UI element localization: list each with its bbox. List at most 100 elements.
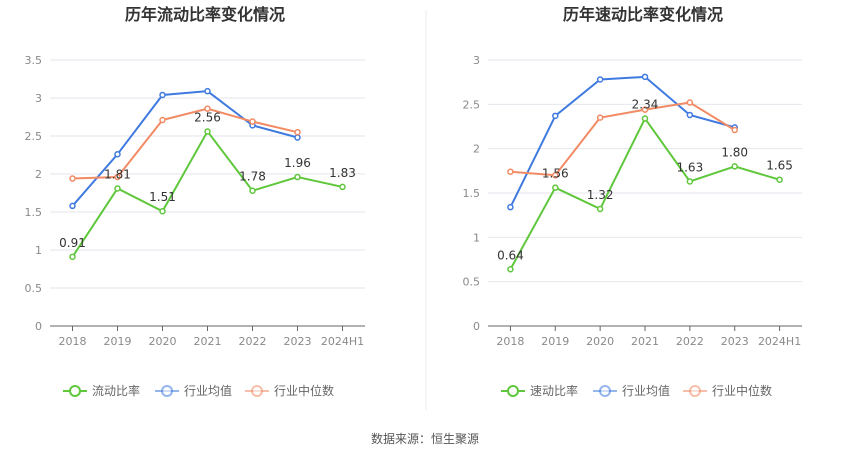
data-point: [204, 105, 211, 112]
legend-swatch-marker[interactable]: [161, 385, 173, 397]
series-line: [71, 129, 343, 258]
data-point: [204, 128, 211, 135]
y-tick-label: 2.5: [463, 98, 481, 111]
x-tick-label: 2020: [586, 335, 614, 348]
data-label: 1.83: [329, 166, 356, 180]
y-tick-label: 2: [35, 168, 42, 181]
x-tick-label: 2020: [149, 335, 177, 348]
data-label: 0.64: [497, 248, 524, 262]
data-point: [159, 116, 166, 124]
series-line: [509, 116, 780, 270]
data-point: [249, 118, 256, 125]
data-point: [552, 112, 559, 120]
data-label: 2.34: [632, 98, 659, 112]
y-tick-label: 3: [35, 92, 42, 105]
y-tick-label: 0: [35, 320, 42, 333]
data-label: 1.32: [587, 188, 614, 202]
legend-label[interactable]: 行业均值: [184, 383, 232, 398]
y-tick-label: 1: [473, 231, 480, 244]
data-label: 1.96: [284, 156, 311, 170]
data-point: [69, 175, 76, 182]
legend-label[interactable]: 行业中位数: [274, 383, 334, 398]
data-point: [294, 128, 301, 136]
x-tick-label: 2024H1: [321, 335, 364, 348]
series-line: [72, 107, 298, 180]
data-label: 1.63: [676, 160, 703, 174]
y-tick-label: 0.5: [463, 276, 481, 289]
legend-swatch-marker[interactable]: [507, 385, 519, 397]
legend-label[interactable]: 流动比率: [92, 383, 140, 398]
x-tick-label: 2019: [104, 335, 132, 348]
source-note: 数据来源：恒生聚源: [371, 431, 479, 446]
data-point: [776, 176, 783, 183]
data-point: [731, 126, 738, 134]
y-tick-label: 0: [473, 320, 480, 333]
data-label: 1.81: [104, 167, 131, 181]
data-point: [686, 178, 694, 185]
legend-label[interactable]: 速动比率: [530, 383, 578, 398]
x-tick-label: 2024H1: [758, 335, 801, 348]
data-point: [159, 207, 166, 215]
data-point: [596, 76, 604, 83]
y-tick-label: 1: [35, 244, 42, 257]
legend-swatch-marker[interactable]: [251, 385, 263, 397]
data-point: [249, 187, 256, 194]
series-line: [509, 75, 735, 208]
data-point: [686, 111, 694, 119]
data-label: 1.80: [721, 145, 748, 159]
data-point: [507, 266, 514, 273]
y-tick-label: 2: [473, 143, 480, 156]
data-point: [641, 115, 649, 122]
x-tick-label: 2023: [721, 335, 749, 348]
chart-title: 历年流动比率变化情况: [125, 5, 285, 24]
data-point: [69, 202, 76, 210]
x-tick-label: 2023: [284, 335, 312, 348]
data-point: [339, 183, 346, 191]
y-tick-label: 3: [473, 54, 480, 67]
data-point: [114, 185, 121, 192]
data-point: [552, 172, 559, 179]
data-point: [507, 203, 514, 211]
data-label: 2.56: [194, 110, 221, 124]
data-point: [507, 168, 514, 175]
data-point: [552, 184, 559, 191]
y-tick-label: 1.5: [25, 206, 43, 219]
y-tick-label: 2.5: [25, 130, 43, 143]
x-tick-label: 2019: [541, 335, 569, 348]
x-tick-label: 2018: [59, 335, 87, 348]
data-point: [596, 205, 604, 213]
data-label: 1.56: [542, 167, 569, 181]
x-tick-label: 2021: [194, 335, 222, 348]
x-tick-label: 2022: [676, 335, 704, 348]
legend-swatch-marker[interactable]: [69, 385, 81, 397]
data-label: 1.51: [149, 190, 176, 204]
data-label: 1.65: [766, 159, 793, 173]
data-point: [69, 253, 76, 261]
x-tick-label: 2021: [631, 335, 659, 348]
data-point: [731, 163, 738, 170]
data-point: [596, 114, 604, 121]
legend-swatch-marker[interactable]: [599, 385, 611, 397]
data-point: [114, 173, 121, 181]
legend-label[interactable]: 行业中位数: [712, 383, 772, 398]
series-line: [71, 90, 298, 207]
data-point: [159, 91, 166, 99]
data-point: [204, 87, 211, 95]
legend-label[interactable]: 行业均值: [622, 383, 670, 398]
data-label: 1.78: [239, 170, 266, 184]
data-point: [686, 99, 694, 106]
data-label: 0.91: [59, 236, 86, 250]
y-tick-label: 3.5: [25, 54, 43, 67]
data-point: [294, 173, 301, 181]
data-point: [114, 150, 121, 158]
y-tick-label: 0.5: [25, 282, 43, 295]
chart-title: 历年速动比率变化情况: [563, 5, 723, 24]
x-tick-label: 2022: [239, 335, 267, 348]
data-point: [294, 134, 301, 141]
legend-swatch-marker[interactable]: [689, 385, 701, 397]
y-tick-label: 1.5: [463, 187, 481, 200]
data-point: [641, 73, 649, 81]
x-tick-label: 2018: [496, 335, 524, 348]
data-point: [641, 106, 649, 113]
